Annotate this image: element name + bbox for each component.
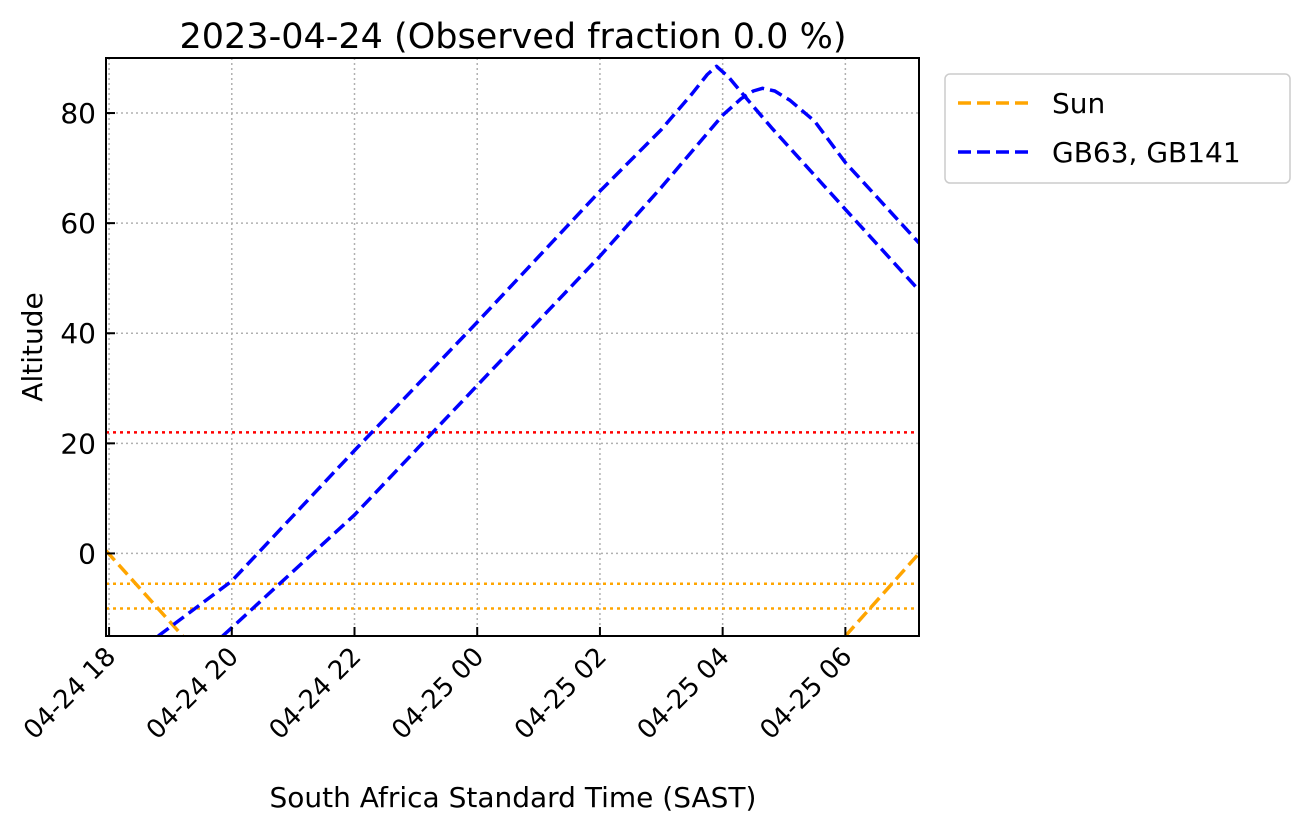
y-tick-label: 80 xyxy=(60,97,96,130)
axis-ticks: 04-24 18 04-24 20 04-24 22 04-25 00 04-25 02… xyxy=(18,97,858,746)
plot-frame xyxy=(105,57,920,637)
y-tick-label: 20 xyxy=(60,427,96,460)
legend-label-sun: Sun xyxy=(1052,87,1105,120)
x-tick-label: 04-25 00 xyxy=(386,642,490,746)
series-lines xyxy=(106,64,919,636)
x-tick-label: 04-24 18 xyxy=(18,642,122,746)
series-line-gb63 xyxy=(157,64,919,636)
legend: Sun GB63, GB141 xyxy=(944,73,1291,184)
legend-label-targets: GB63, GB141 xyxy=(1052,136,1241,169)
y-tick-label: 0 xyxy=(78,537,96,570)
series-line-gb141 xyxy=(221,86,919,636)
x-axis-label: South Africa Standard Time (SAST) xyxy=(270,781,757,814)
y-tick-label: 40 xyxy=(60,317,96,350)
series-line-sun xyxy=(844,552,919,636)
series-line-sun xyxy=(106,549,185,636)
x-tick-label: 04-25 04 xyxy=(632,642,736,746)
x-tick-label: 04-24 22 xyxy=(264,642,368,746)
x-tick-label: 04-25 02 xyxy=(509,642,613,746)
chart-title: 2023-04-24 (Observed fraction 0.0 %) xyxy=(180,17,847,57)
grid xyxy=(106,58,919,636)
legend-box xyxy=(944,73,1291,184)
y-axis-label: Altitude xyxy=(16,292,49,401)
threshold-lines xyxy=(106,431,919,610)
x-tick-label: 04-24 20 xyxy=(141,642,245,746)
x-tick-label: 04-25 06 xyxy=(754,642,858,746)
y-tick-label: 60 xyxy=(60,207,96,240)
